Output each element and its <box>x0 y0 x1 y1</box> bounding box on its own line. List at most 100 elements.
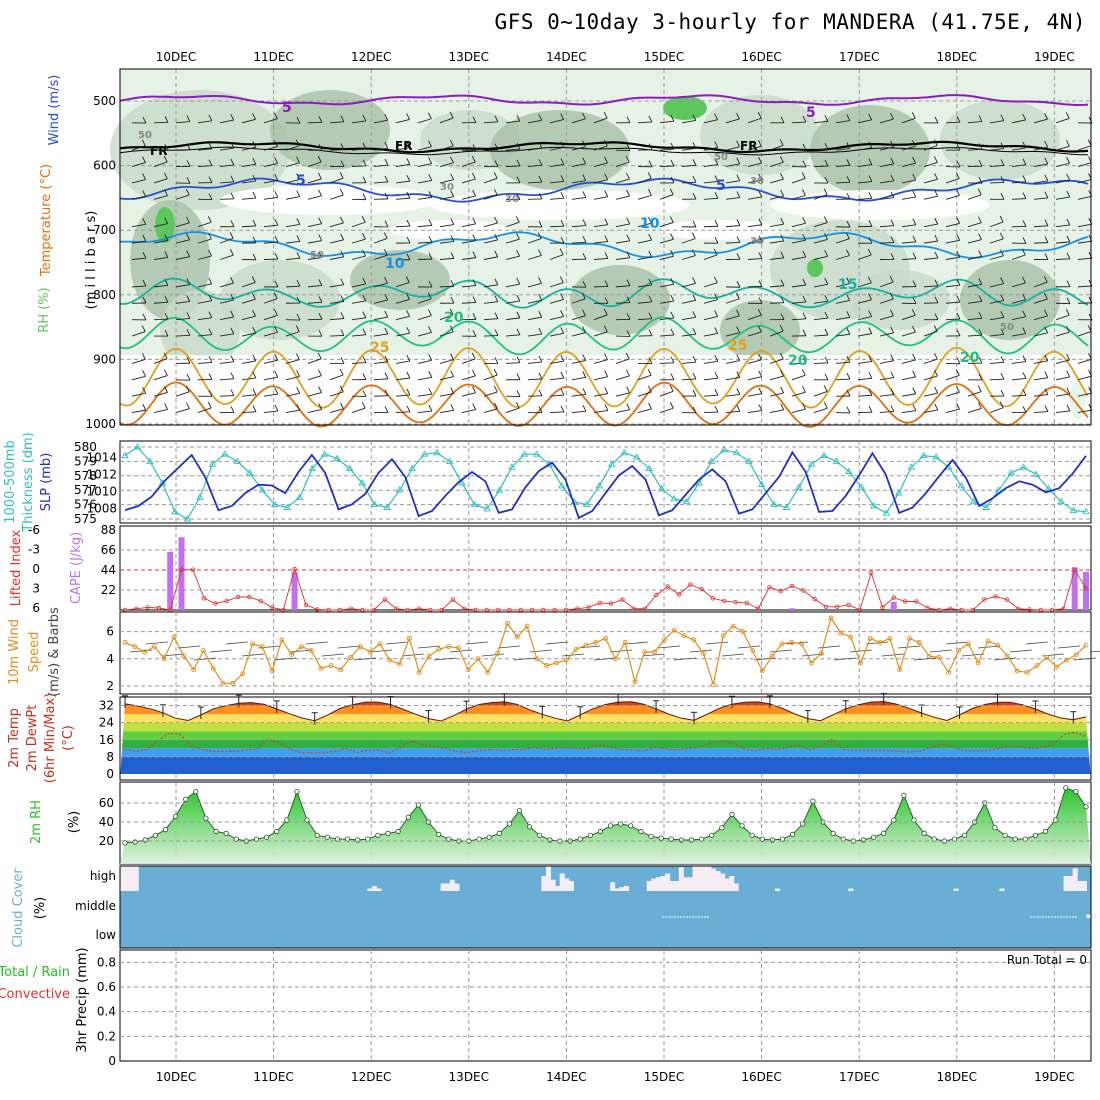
wind-barb-flag <box>186 278 191 285</box>
wind-barb-flag <box>868 293 872 300</box>
wind-barb <box>571 298 586 304</box>
wind-barb <box>737 645 761 649</box>
wind-barb <box>857 333 872 337</box>
wind-barb-flag <box>141 325 146 332</box>
wind-barb <box>145 641 169 645</box>
wind-barb <box>307 375 322 381</box>
wind-barb <box>725 146 740 151</box>
wind-barb-flag <box>318 386 322 393</box>
wind-barb-flag <box>340 233 345 241</box>
wind-speed-marker <box>661 637 667 643</box>
wind-speed-marker <box>544 663 550 669</box>
wind-barb <box>373 147 388 151</box>
rh-marker <box>183 796 189 802</box>
wind-barb-flag <box>669 385 674 392</box>
wind-barb-flag <box>362 193 367 200</box>
wind-barb <box>497 645 521 649</box>
wind-barb <box>417 224 432 228</box>
wind-barb-flag <box>714 372 719 379</box>
wind-speed-marker <box>122 640 128 645</box>
rh-marker <box>527 824 533 830</box>
wind-barb <box>285 179 300 184</box>
wind-barb <box>483 194 498 200</box>
wind-barb-flag <box>912 173 917 181</box>
rh-marker <box>719 825 725 831</box>
wind-barb-flag <box>230 192 235 199</box>
contour-label: 5 <box>716 178 726 194</box>
wind-barb-flag <box>868 372 873 379</box>
wind-barb-flag <box>978 328 983 336</box>
wind-speed-marker <box>338 667 344 673</box>
wind-barb <box>307 301 322 304</box>
date-label-bottom: 11DEC <box>253 1070 293 1084</box>
wind-barb <box>549 282 564 288</box>
wind-barb-flag <box>537 232 542 239</box>
thickness-tick: 579 <box>74 454 97 468</box>
wind-barb <box>131 195 146 200</box>
wind-barb <box>637 239 652 244</box>
rh-shade <box>570 265 670 335</box>
wind-barb-flag <box>846 277 850 284</box>
wind-barb-flag <box>582 354 587 361</box>
wind-barb <box>637 374 652 381</box>
contour-label: 50 <box>1000 322 1014 333</box>
wind-barb-flag <box>713 276 718 283</box>
date-label-bottom: 12DEC <box>351 1070 391 1084</box>
wind-barb <box>241 653 265 657</box>
wind-barb-flag <box>472 403 477 410</box>
thickness-marker <box>720 446 728 453</box>
wind-barb <box>857 164 872 168</box>
wind-barb-flag <box>846 355 851 363</box>
wind-barb-flag <box>1066 173 1071 181</box>
wind-barb <box>395 146 410 151</box>
wind-barb <box>373 333 388 337</box>
wind-barb-flag <box>890 371 895 378</box>
wind-barb <box>901 117 916 124</box>
rh-tick: 40 <box>99 815 114 829</box>
wind-barb <box>153 240 168 244</box>
rh-marker <box>810 798 816 804</box>
wind-barb-flag <box>163 352 168 359</box>
wind-barb-flag <box>449 308 454 316</box>
wind-barb <box>175 256 190 260</box>
wind-barb <box>945 301 960 304</box>
lifted-index-marker <box>699 587 704 592</box>
wind-barb <box>769 330 784 337</box>
wind-barb-flag <box>1022 113 1027 121</box>
wind-barb-flag <box>186 160 191 167</box>
wind-barb <box>417 410 432 413</box>
lifted-index-marker <box>778 588 783 594</box>
wind-barb-flag <box>1044 309 1048 317</box>
wind-barb-flag <box>1066 325 1070 333</box>
lifted-index-marker <box>1004 597 1010 602</box>
wind-barb-flag <box>978 176 983 184</box>
wind-barb <box>913 657 937 661</box>
wind-barb-flag <box>186 329 191 336</box>
wind-barb-flag <box>1000 176 1005 183</box>
wind-barb <box>923 330 938 337</box>
wind-barb-flag <box>714 405 719 413</box>
wind-barb <box>439 285 455 288</box>
wind-barb <box>923 409 938 413</box>
wind-barb <box>703 360 718 364</box>
thickness-marker <box>270 500 279 508</box>
wind-barb-flag <box>956 160 961 168</box>
temp-tick: 8 <box>106 750 114 764</box>
wind-speed-marker <box>916 640 922 645</box>
rh-marker <box>1063 785 1069 791</box>
wind-barb <box>263 393 278 397</box>
wind-barb-flag <box>1066 387 1071 395</box>
wind-barb-flag <box>714 158 719 165</box>
wind-barb-flag <box>670 233 674 240</box>
wind-barb <box>307 195 322 200</box>
wind-barb <box>989 221 1004 228</box>
wind-speed-marker <box>946 669 952 675</box>
wind-barb-flag <box>802 189 806 196</box>
thickness-tick: 578 <box>74 469 97 483</box>
wind-speed-marker <box>1034 663 1040 669</box>
lifted-index-marker <box>688 582 693 587</box>
wind-barb-flag <box>538 327 543 335</box>
wind-barb-flag <box>779 325 784 332</box>
rh-marker <box>415 802 421 808</box>
thickness-marker <box>969 497 978 505</box>
